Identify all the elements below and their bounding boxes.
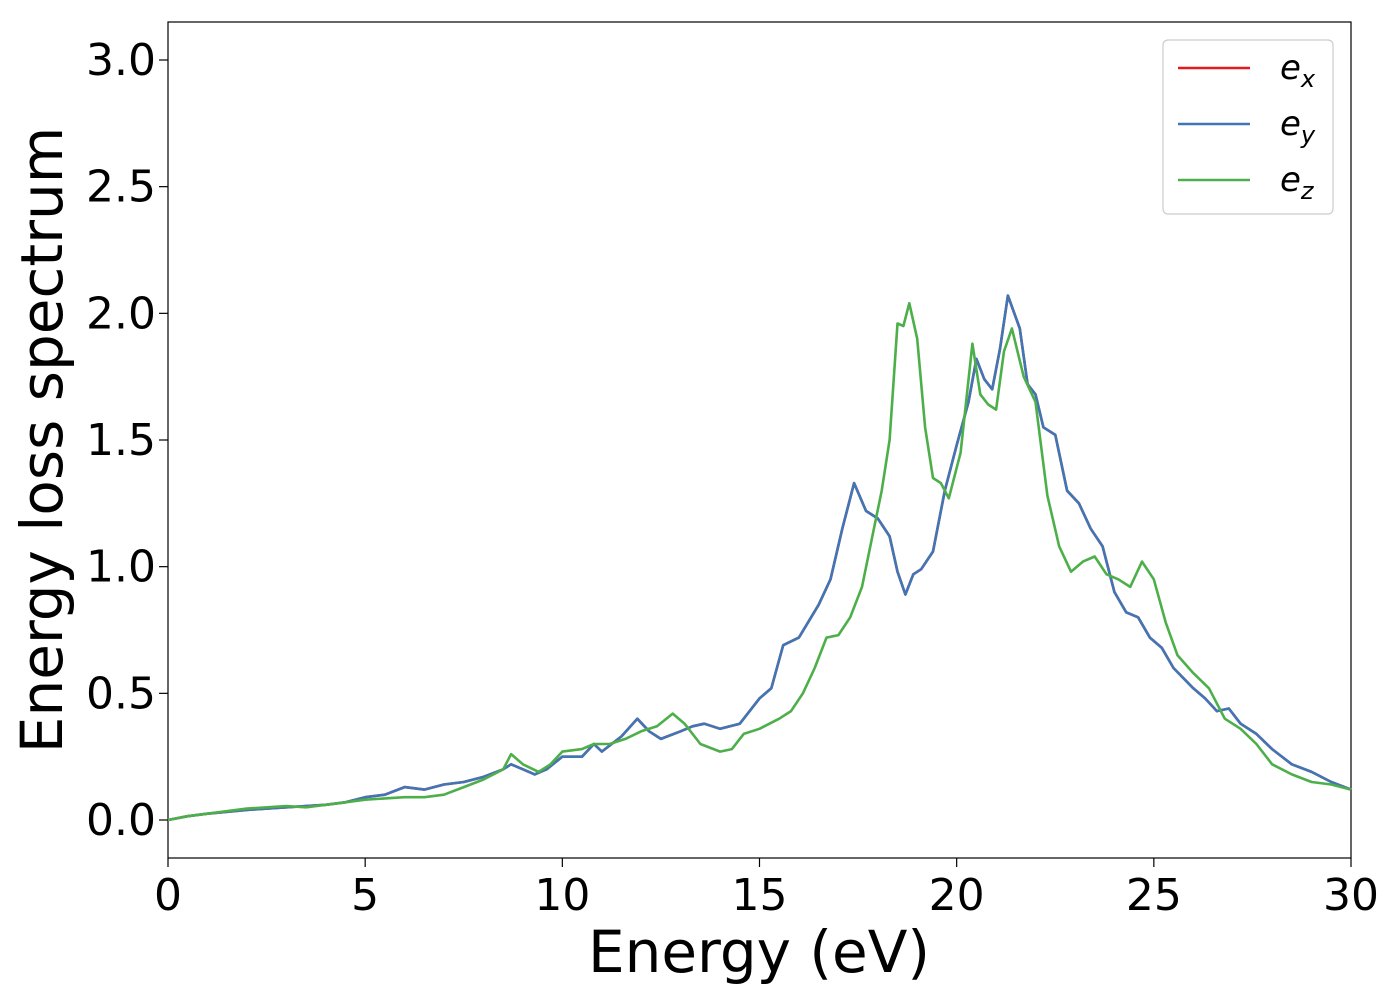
x-tick-label: 20 [929, 870, 985, 921]
y-tick-label: 1.0 [86, 542, 156, 593]
x-tick-label: 0 [154, 870, 182, 921]
legend-label-x: ex [1280, 48, 1316, 93]
x-tick-label: 5 [351, 870, 379, 921]
x-tick-label: 25 [1126, 870, 1182, 921]
legend-box [1162, 39, 1334, 215]
y-axis-label: Energy loss spectrum [8, 127, 76, 753]
x-axis-ticks: 0 5 10 15 20 25 30 [154, 858, 1379, 921]
legend: ex ey ez [1162, 39, 1334, 215]
series-line-z [167, 301, 1352, 822]
x-tick-label: 15 [732, 870, 788, 921]
y-tick-label: 0.5 [86, 668, 156, 719]
x-tick-label: 10 [534, 870, 590, 921]
y-tick-label: 3.0 [86, 35, 156, 86]
y-tick-label: 2.0 [86, 288, 156, 339]
x-tick-label: 30 [1323, 870, 1379, 921]
legend-label-y: ey [1280, 104, 1316, 149]
y-tick-label: 1.5 [86, 415, 156, 466]
legend-label-z: ez [1280, 160, 1315, 205]
y-tick-label: 0.0 [86, 795, 156, 846]
y-tick-label: 2.5 [86, 162, 156, 213]
series-layer [167, 294, 1352, 822]
series-line-y [167, 294, 1352, 822]
y-axis-ticks: 0.0 0.5 1.0 1.5 2.0 2.5 3.0 [86, 35, 168, 846]
series-line-x [167, 294, 1352, 822]
x-axis-label: Energy (eV) [588, 918, 930, 986]
